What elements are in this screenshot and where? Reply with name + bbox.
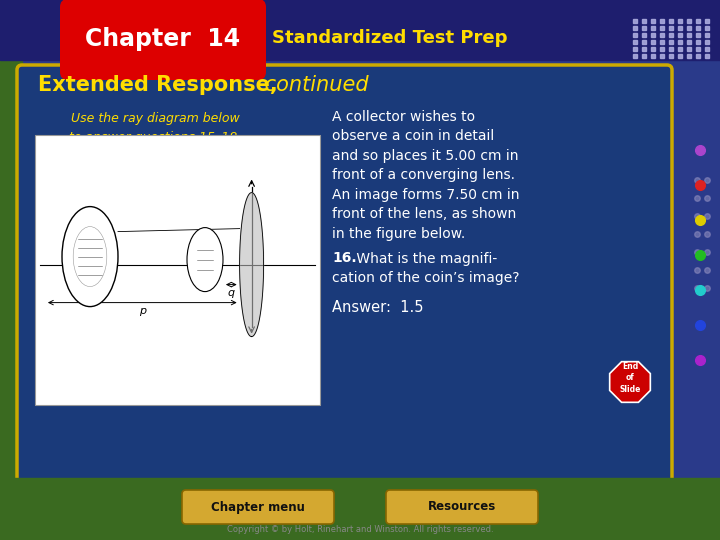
Text: in the figure below.: in the figure below. bbox=[332, 227, 465, 241]
Ellipse shape bbox=[62, 207, 118, 307]
Bar bbox=[35, 135, 320, 405]
Text: cation of the coin’s image?: cation of the coin’s image? bbox=[332, 271, 520, 285]
Text: q: q bbox=[228, 288, 235, 298]
Bar bbox=[0, 478, 720, 540]
Text: Standardized Test Prep: Standardized Test Prep bbox=[272, 29, 508, 47]
Text: An image forms 7.50 cm in: An image forms 7.50 cm in bbox=[332, 188, 520, 202]
FancyBboxPatch shape bbox=[17, 65, 672, 483]
Text: continued: continued bbox=[258, 75, 369, 95]
Text: Copyright © by Holt, Rinehart and Winston. All rights reserved.: Copyright © by Holt, Rinehart and Winsto… bbox=[227, 525, 493, 534]
Text: Extended Response,: Extended Response, bbox=[38, 75, 278, 95]
Text: A collector wishes to: A collector wishes to bbox=[332, 110, 475, 124]
Text: Resources: Resources bbox=[428, 501, 496, 514]
Text: Chapter menu: Chapter menu bbox=[211, 501, 305, 514]
Text: observe a coin in detail: observe a coin in detail bbox=[332, 130, 494, 144]
Text: 16.: 16. bbox=[332, 252, 356, 266]
Text: and so places it 5.00 cm in: and so places it 5.00 cm in bbox=[332, 149, 518, 163]
Text: Use the ray diagram below
to answer questions 15–18.: Use the ray diagram below to answer ques… bbox=[69, 112, 241, 144]
Text: Chapter  14: Chapter 14 bbox=[86, 27, 240, 51]
Text: What is the magnifi-: What is the magnifi- bbox=[352, 252, 498, 266]
Ellipse shape bbox=[187, 227, 223, 292]
Polygon shape bbox=[240, 193, 264, 336]
FancyBboxPatch shape bbox=[386, 490, 538, 524]
FancyBboxPatch shape bbox=[60, 0, 266, 80]
FancyBboxPatch shape bbox=[182, 490, 334, 524]
Text: p: p bbox=[139, 306, 146, 315]
Text: front of a converging lens.: front of a converging lens. bbox=[332, 168, 515, 183]
Bar bbox=[0, 0, 720, 60]
Text: End
of
Slide: End of Slide bbox=[619, 362, 641, 394]
Text: front of the lens, as shown: front of the lens, as shown bbox=[332, 207, 516, 221]
Bar bbox=[0, 0, 22, 540]
Text: Answer:  1.5: Answer: 1.5 bbox=[332, 300, 423, 315]
